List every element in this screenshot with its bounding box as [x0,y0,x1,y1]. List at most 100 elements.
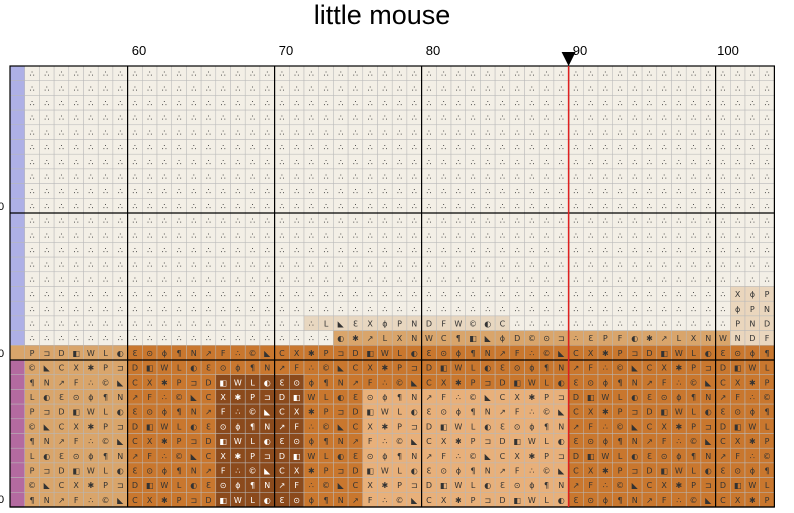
stitch-symbol: L [397,349,402,358]
stitch-symbol: ∴ [368,172,373,181]
stitch-symbol: ∴ [397,261,402,270]
stitch-symbol: ɸ [235,364,240,373]
stitch-symbol: ∴ [279,158,284,167]
stitch-symbol: ∴ [382,158,387,167]
stitch-symbol: ∴ [132,202,137,211]
stitch-symbol: Ⅹ [220,452,226,461]
stitch-symbol: ∴ [735,128,740,137]
stitch-symbol: ∴ [221,290,226,299]
stitch-symbol: ⊙ [73,393,80,402]
stitch-symbol: C [279,466,285,475]
stitch-symbol: ⊙ [220,364,227,373]
stitch-symbol: ∴ [647,70,652,79]
stitch-symbol: ∴ [706,217,711,226]
stitch-symbol: Ɛ [647,452,652,461]
stitch-symbol: ∴ [132,70,137,79]
stitch-symbol: ∴ [471,275,476,284]
stitch-symbol: ∴ [647,172,652,181]
stitch-symbol: ◧ [366,408,374,417]
stitch-symbol: ∴ [221,172,226,181]
stitch-symbol: ∴ [588,217,593,226]
stitch-symbol: ∴ [588,261,593,270]
stitch-symbol: ◐ [190,481,197,490]
stitch-symbol: ¶ [324,437,329,446]
stitch-symbol: P [691,481,696,490]
stitch-symbol: ◧ [72,466,80,475]
stitch-symbol: ↗ [573,422,580,431]
stitch-symbol: ∴ [294,217,299,226]
stitch-symbol: Ɛ [426,408,431,417]
stitch-symbol: ∴ [338,143,343,152]
stitch-symbol: D [720,364,726,373]
stitch-symbol: ∴ [691,187,696,196]
stitch-symbol: P [471,496,476,505]
stitch-symbol: C [59,481,65,490]
stitch-symbol: ∴ [74,290,79,299]
column-number: 60 [131,43,147,58]
stitch-symbol: ∴ [603,143,608,152]
stitch-symbol: C [500,452,506,461]
stitch-symbol: ∴ [191,128,196,137]
stitch-symbol: Ⅹ [661,422,667,431]
stitch-symbol: ∴ [74,114,79,123]
stitch-symbol: ∴ [103,334,108,343]
stitch-symbol: ◣ [191,393,198,402]
stitch-symbol: ◣ [411,378,418,387]
stitch-symbol: D [764,319,770,328]
stitch-symbol: C [279,408,285,417]
stitch-symbol: ∴ [206,275,211,284]
stitch-symbol: ɸ [456,408,461,417]
stitch-symbol: C [573,466,579,475]
stitch-symbol: ∴ [662,275,667,284]
stitch-symbol: ∴ [603,275,608,284]
stitch-symbol: ∴ [132,275,137,284]
stitch-symbol: ∴ [397,99,402,108]
stitch-symbol: ∴ [250,158,255,167]
stitch-symbol: ∴ [118,334,123,343]
stitch-symbol: ∴ [647,290,652,299]
stitch-symbol: ∴ [735,187,740,196]
stitch-symbol: W [381,408,389,417]
stitch-symbol: ◧ [513,378,521,387]
stitch-symbol: L [544,437,549,446]
stitch-symbol: ∴ [691,84,696,93]
stitch-symbol: C [647,422,653,431]
stitch-symbol: ✱ [675,481,682,490]
stitch-symbol: ¶ [250,364,255,373]
stitch-symbol: ∴ [735,275,740,284]
stitch-symbol: ∴ [603,319,608,328]
stitch-symbol: ∴ [338,158,343,167]
stitch-symbol: L [324,452,329,461]
stitch-symbol: ∴ [441,231,446,240]
stitch-symbol: F [441,452,446,461]
stitch-symbol: W [675,408,683,417]
stitch-symbol: ∴ [720,187,725,196]
stitch-symbol: ¶ [456,334,461,343]
stitch-symbol: ∴ [676,437,681,446]
stitch-symbol: © [616,422,624,431]
stitch-symbol: ∴ [559,231,564,240]
stitch-symbol: ∴ [324,128,329,137]
stitch-symbol: ∴ [30,261,35,270]
stitch-symbol: ∴ [191,158,196,167]
stitch-symbol: ⊐ [411,481,418,490]
stitch-symbol: ∴ [324,261,329,270]
stitch-symbol: L [765,481,770,490]
stitch-symbol: ∴ [559,261,564,270]
stitch-symbol: ∴ [221,334,226,343]
stitch-symbol: ∴ [132,334,137,343]
stitch-symbol: © [396,378,404,387]
stitch-symbol: ∴ [59,172,64,181]
stitch-symbol: ∴ [676,290,681,299]
stitch-symbol: ∴ [706,128,711,137]
stitch-symbol: ∴ [662,172,667,181]
stitch-symbol: ∴ [382,231,387,240]
stitch-symbol: ∴ [706,202,711,211]
stitch-symbol: ∴ [456,275,461,284]
stitch-symbol: ∴ [30,158,35,167]
stitch-symbol: Ⅹ [73,481,79,490]
stitch-symbol: ∴ [750,202,755,211]
stitch-symbol: ∴ [382,496,387,505]
stitch-symbol: ⊙ [734,408,741,417]
stitch-symbol: ɸ [382,393,387,402]
